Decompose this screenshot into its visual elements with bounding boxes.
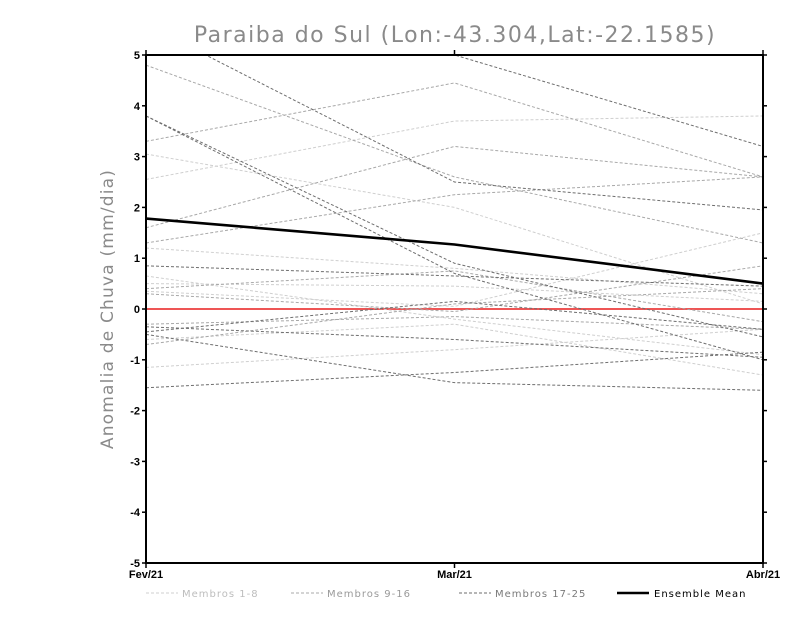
member-line-23 [146,300,763,333]
member-line-3 [146,247,763,295]
y-tick-label: -2 [130,406,140,418]
y-axis-label: Anomalia de Chuva (mm/dia) [98,169,118,449]
y-tick-label: 5 [134,50,140,62]
y-tick-label: -4 [130,507,141,519]
legend-label: Membros 1-8 [182,589,259,600]
x-tick-label: Abr/21 [746,569,780,581]
member-line-7 [146,328,763,368]
member-line-6 [146,323,763,376]
y-tick-label: 3 [134,152,140,164]
member-line-12 [146,176,763,244]
legend: Membros 1-8 Membros 9-16 Membros 17-25 Ense… [146,589,746,600]
y-tick-label: 4 [134,101,141,113]
member-line-20 [146,115,763,361]
y-tick-label: -1 [130,355,140,367]
member-line-15 [146,265,763,313]
legend-item: Membros 17-25 [459,589,586,600]
legend-label: Ensemble Mean [654,589,746,600]
legend-label: Membros 9-16 [327,589,411,600]
x-tick-label: Fev/21 [129,569,163,581]
ensemble-mean-line [146,217,763,285]
plot-area: -5 -4 -3 -2 -1 0 1 2 3 4 5 Fev/21 Mar/21 Abr/21 [129,50,780,581]
member-line-16 [146,288,763,346]
member-line-22 [146,326,763,358]
member-line-25 [146,333,763,391]
y-tick-label: 0 [134,304,140,316]
member-line-18 [204,55,763,211]
member-line-8 [146,283,763,302]
legend-item: Membros 9-16 [291,589,411,600]
x-tick-label: Mar/21 [437,569,472,581]
chart-title: Paraiba do Sul (Lon:-43.304,Lat:-22.1585… [194,23,716,48]
member-line-13 [146,270,763,323]
member-line-5 [146,232,763,307]
legend-item: Ensemble Mean [617,589,746,600]
y-tick-label: 1 [134,253,140,265]
member-line-21 [146,265,763,287]
member-line-14 [146,316,763,330]
legend-item: Membros 1-8 [146,589,259,600]
y-tick-label: -5 [130,558,140,570]
legend-label: Membros 17-25 [495,589,586,600]
y-tick-label: -3 [130,456,140,468]
series-lines [146,55,763,391]
y-tick-label: 2 [134,202,140,214]
member-line-4 [146,275,763,356]
member-line-24 [146,351,763,389]
member-line-11 [146,145,763,229]
member-line-19 [146,115,763,338]
